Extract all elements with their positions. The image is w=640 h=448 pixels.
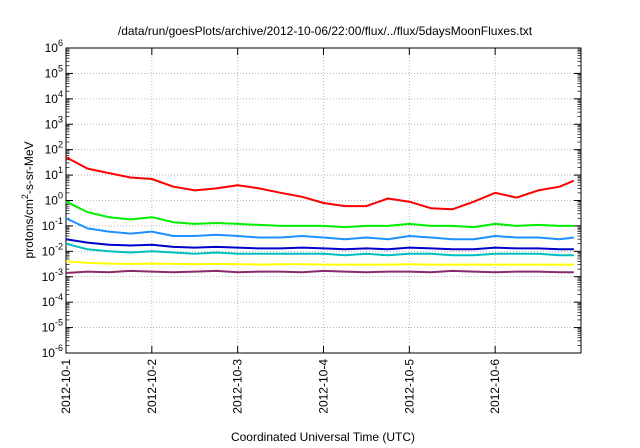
y-tick-label: 101 <box>45 165 63 182</box>
x-axis-label: Coordinated Universal Time (UTC) <box>231 430 415 444</box>
x-tick-label: 2012-10-3 <box>231 359 245 414</box>
series-line <box>65 242 574 257</box>
grid-lines <box>66 48 581 353</box>
y-axis-ticks: 10-6 10-5 10-4 10-3 10-2 10-1 100 101 102 103 104 1… <box>42 38 581 360</box>
x-tick-label: 2012-10-2 <box>145 359 159 414</box>
series-line <box>65 200 574 229</box>
series-line <box>65 238 574 251</box>
y-tick-label: 10-4 <box>42 292 63 309</box>
y-tick-label: 10-5 <box>42 318 63 335</box>
x-tick-label: 2012-10-1 <box>59 359 73 414</box>
x-tick-label: 2012-10-4 <box>317 359 331 414</box>
y-tick-label: 10-6 <box>42 343 63 360</box>
y-tick-label: 103 <box>45 114 63 131</box>
series-line <box>65 260 574 266</box>
x-tick-label: 2012-10-6 <box>488 359 502 414</box>
y-tick-label: 10-3 <box>42 267 63 284</box>
y-tick-label: 100 <box>45 191 63 208</box>
y-tick-label: 104 <box>45 89 63 106</box>
y-tick-label: 106 <box>45 38 63 55</box>
data-series <box>65 156 575 274</box>
y-tick-label: 105 <box>45 63 63 80</box>
y-tick-label: 10-1 <box>42 216 63 233</box>
series-line <box>65 156 575 211</box>
x-tick-label: 2012-10-5 <box>402 359 416 414</box>
x-axis-ticks: 2012-10-1 2012-10-2 2012-10-3 2012-10-4 2012… <box>59 48 502 414</box>
series-line <box>65 217 574 241</box>
chart-title: /data/run/goesPlots/archive/2012-10-06/2… <box>118 24 533 38</box>
y-tick-label: 102 <box>45 140 63 157</box>
y-tick-label: 10-2 <box>42 241 63 258</box>
y-axis-label: protons/cm2-s-sr-MeV <box>20 141 36 258</box>
series-line <box>65 269 574 274</box>
